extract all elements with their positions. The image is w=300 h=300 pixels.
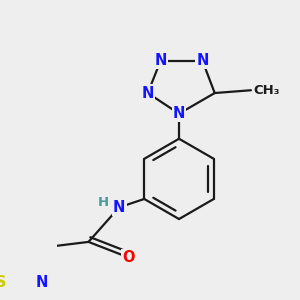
Text: N: N [173,106,185,121]
Text: O: O [122,250,135,265]
Text: N: N [154,53,167,68]
Text: N: N [113,200,125,215]
Text: N: N [36,275,48,290]
Text: N: N [196,53,208,68]
Text: S: S [0,275,7,290]
Text: H: H [98,196,109,209]
Text: CH₃: CH₃ [254,84,280,97]
Text: N: N [142,85,154,100]
